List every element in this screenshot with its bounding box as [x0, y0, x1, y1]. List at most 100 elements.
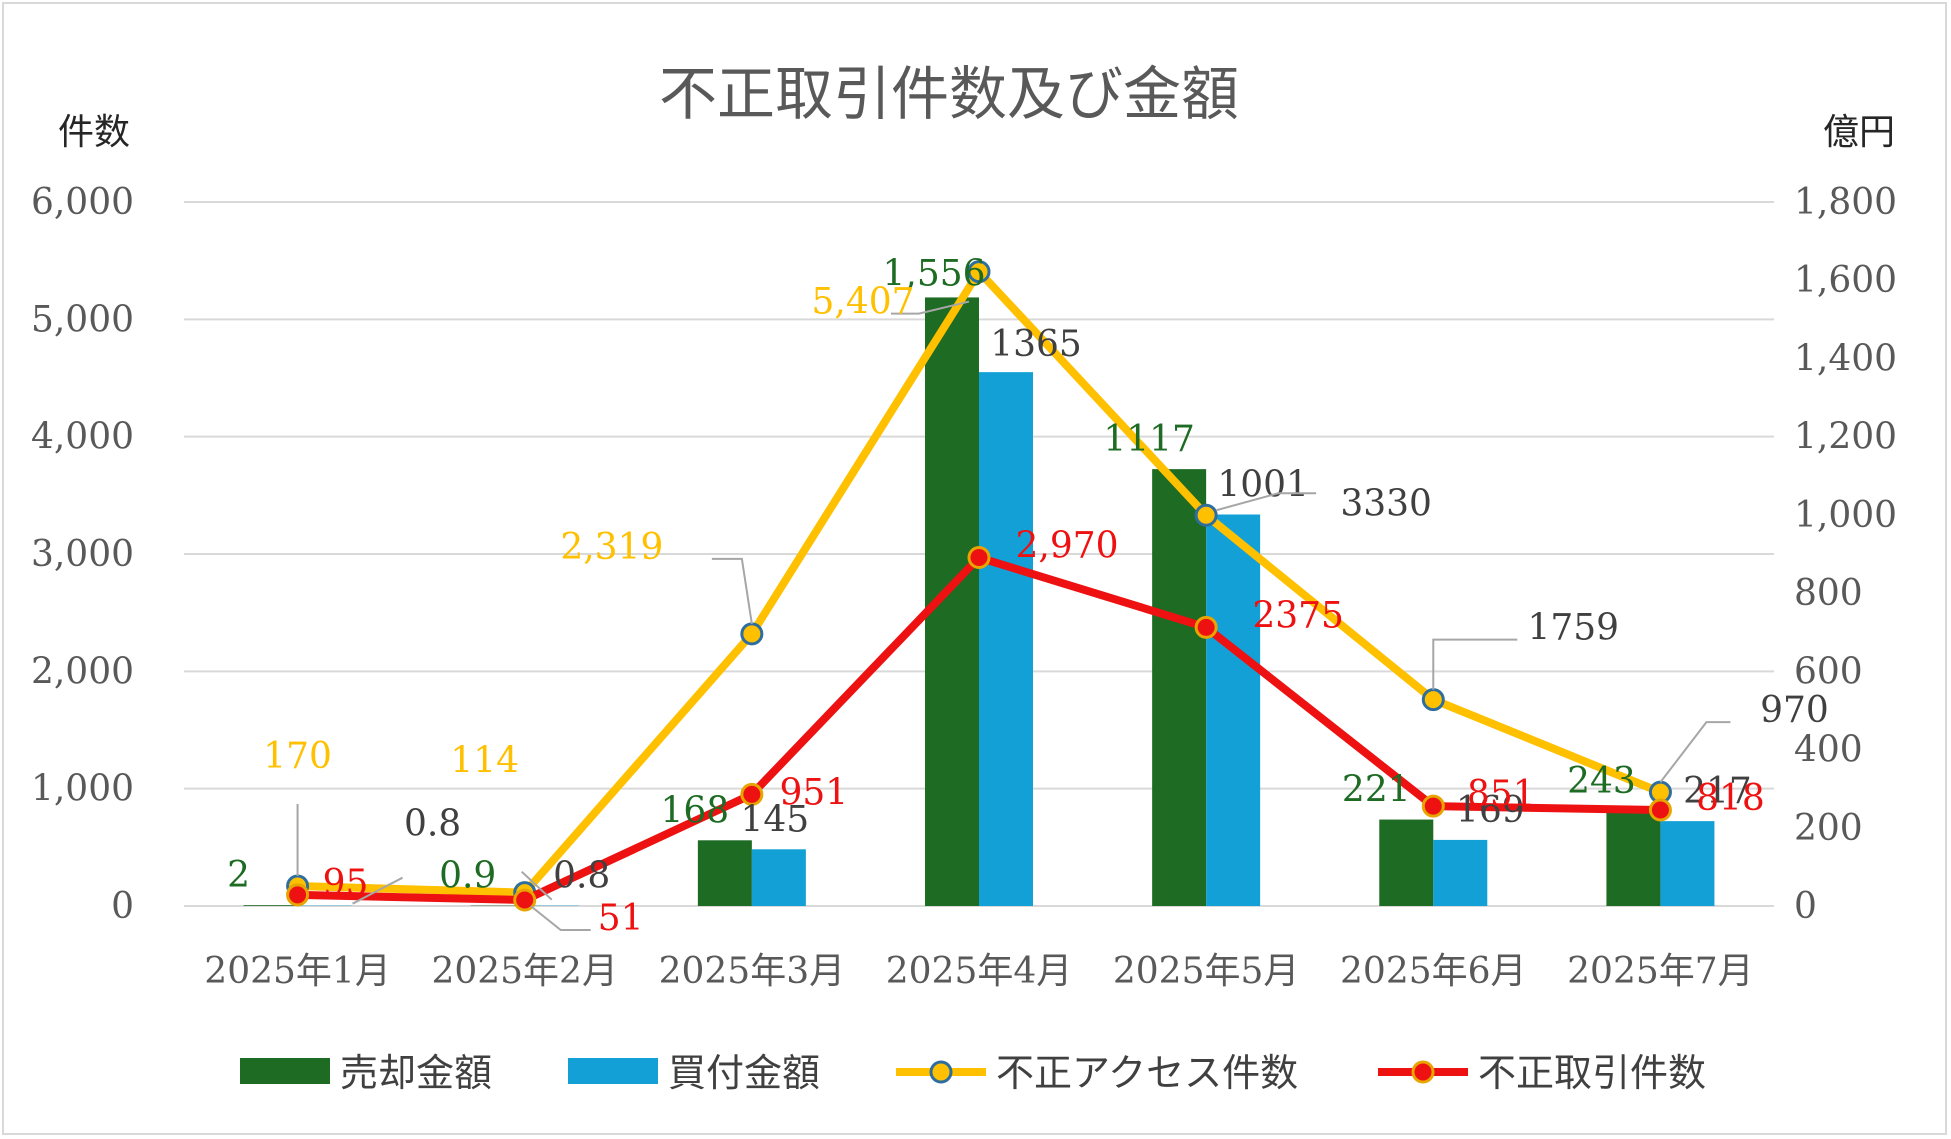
- right-tick-label: 200: [1794, 808, 1863, 849]
- data-label: 3330: [1340, 483, 1432, 524]
- right-tick-label: 1,000: [1794, 495, 1897, 536]
- data-label: 114: [450, 741, 519, 782]
- category-label: 2025年1月: [204, 951, 391, 992]
- data-label: 168: [660, 790, 729, 831]
- data-label: 169: [1456, 790, 1525, 831]
- leader-line: [521, 870, 553, 901]
- line-point: [1194, 615, 1218, 639]
- data-label: 851: [1467, 774, 1536, 815]
- line-series: [286, 260, 1672, 912]
- line-point: [740, 622, 764, 646]
- data-label: 818: [1696, 778, 1765, 819]
- bar: [751, 849, 806, 906]
- line-point: [513, 888, 537, 912]
- right-axis-unit: 億円: [1823, 112, 1895, 153]
- data-label: 970: [1760, 690, 1829, 731]
- leader-line: [352, 876, 404, 905]
- data-label: 1365: [990, 324, 1082, 365]
- line-point: [967, 546, 991, 570]
- left-axis-ticks: 0 1,000 2,000 3,000 4,000 5,000 6,000: [31, 182, 134, 927]
- left-axis-unit: 件数: [58, 112, 130, 153]
- right-tick-label: 0: [1794, 886, 1817, 927]
- left-tick-label: 3,000: [31, 534, 134, 575]
- data-label: 243: [1567, 761, 1636, 802]
- leader-line: [891, 300, 970, 315]
- legend-item: 不正アクセス件数: [896, 1051, 1298, 1095]
- data-label: 95: [323, 863, 369, 904]
- data-labels: 2 0.9 168 1,556 1117 221 243 0.8 0.8 145 1365 1001 1…: [227, 253, 1829, 939]
- leader-line: [1432, 638, 1518, 690]
- left-tick-label: 6,000: [31, 182, 134, 223]
- data-label: 145: [740, 799, 809, 840]
- legend-label: 不正アクセス件数: [996, 1051, 1298, 1095]
- right-tick-label: 800: [1794, 573, 1863, 614]
- category-label: 2025年7月: [1567, 951, 1754, 992]
- leader-line: [1215, 492, 1317, 512]
- bar: [1152, 469, 1207, 906]
- line-point: [967, 260, 991, 284]
- right-tick-label: 600: [1794, 651, 1863, 692]
- right-tick-label: 400: [1794, 730, 1863, 771]
- data-label: 951: [779, 772, 848, 813]
- data-label: 2,319: [560, 527, 663, 568]
- data-label: 170: [263, 736, 332, 777]
- data-label: 1759: [1527, 608, 1619, 649]
- legend-marker: [929, 1060, 953, 1084]
- leader-line: [711, 557, 753, 625]
- legend-marker: [1411, 1060, 1435, 1084]
- bar: [1379, 819, 1434, 906]
- line-point: [1421, 688, 1445, 712]
- bar: [1606, 810, 1661, 906]
- legend-swatch: [568, 1058, 658, 1084]
- data-label: 5,407: [811, 282, 914, 323]
- chart-canvas: 不正取引件数及び金額 件数 億円 0 1,000 2,000 3,000 4,000 5,…: [31, 60, 1897, 1095]
- line-point: [1421, 794, 1445, 818]
- data-label: 51: [598, 898, 644, 939]
- data-label: 0.8: [553, 856, 610, 897]
- line-point: [286, 883, 310, 907]
- left-tick-label: 4,000: [31, 417, 134, 458]
- category-label: 2025年6月: [1340, 951, 1527, 992]
- right-tick-label: 1,800: [1794, 182, 1897, 223]
- leader-line: [530, 905, 591, 932]
- legend-item: 買付金額: [568, 1051, 820, 1095]
- bar: [697, 840, 752, 906]
- data-label: 1117: [1103, 419, 1195, 460]
- leader-line: [1659, 721, 1731, 783]
- bar: [243, 905, 298, 906]
- left-tick-label: 5,000: [31, 299, 134, 340]
- right-tick-label: 1,200: [1794, 417, 1897, 458]
- category-axis: 2025年1月 2025年2月 2025年3月 2025年4月 2025年5月 2025年…: [204, 951, 1753, 992]
- bar: [1660, 821, 1715, 906]
- legend-swatch: [240, 1058, 330, 1084]
- data-label: 1,556: [882, 253, 985, 294]
- line-point: [740, 782, 764, 806]
- category-label: 2025年5月: [1113, 951, 1300, 992]
- legend-item: 売却金額: [240, 1051, 492, 1095]
- data-label: 0.8: [404, 804, 461, 845]
- chart-title: 不正取引件数及び金額: [659, 60, 1239, 128]
- left-tick-label: 1,000: [31, 769, 134, 810]
- data-label: 2: [227, 855, 250, 896]
- bar: [1433, 839, 1488, 906]
- legend: 売却金額 買付金額 不正アクセス件数 不正取引件数: [240, 1051, 1706, 1095]
- line-point: [1194, 503, 1218, 527]
- legend-label: 買付金額: [668, 1051, 820, 1095]
- category-label: 2025年4月: [886, 951, 1073, 992]
- category-label: 2025年3月: [659, 951, 846, 992]
- data-label: 2,970: [1015, 526, 1118, 567]
- data-label: 0.9: [439, 856, 496, 897]
- right-tick-label: 1,600: [1794, 260, 1897, 301]
- data-label: 217: [1683, 771, 1752, 812]
- category-label: 2025年2月: [431, 951, 618, 992]
- legend-label: 売却金額: [340, 1051, 492, 1095]
- data-label: 2375: [1252, 595, 1344, 636]
- bar: [1206, 514, 1261, 906]
- left-tick-label: 0: [111, 886, 134, 927]
- right-tick-label: 1,400: [1794, 338, 1897, 379]
- bar: [979, 372, 1033, 907]
- data-label: 1001: [1217, 464, 1309, 505]
- data-label: 221: [1342, 770, 1411, 811]
- legend-label: 不正取引件数: [1478, 1051, 1706, 1095]
